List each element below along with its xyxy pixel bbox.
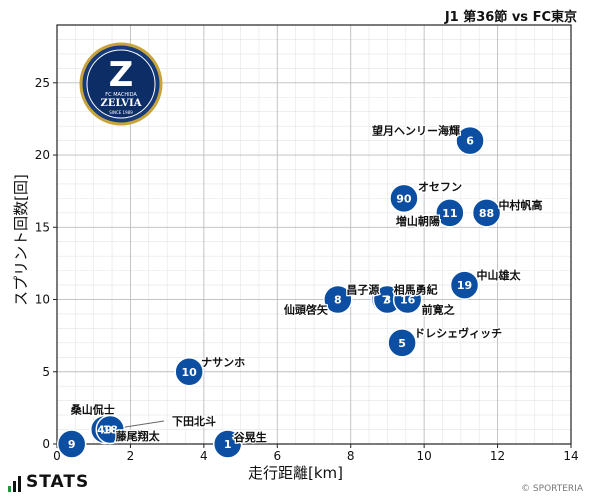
point-number-label: 88: [479, 207, 494, 220]
x-tick-label: 6: [273, 449, 281, 463]
x-tick-label: 14: [563, 449, 578, 463]
point-number-label: 7: [382, 294, 390, 307]
point-marker: [56, 429, 87, 459]
point-marker: [174, 357, 204, 387]
point-number-label: 19: [457, 279, 472, 292]
point-number-label: 3: [384, 294, 392, 307]
y-tick-label: 25: [35, 76, 50, 90]
emblem-text-top: FC MACHIDA: [105, 92, 137, 98]
emblem-text-main: ZELVIA: [101, 98, 142, 109]
point-name-label: 増山朝陽: [396, 214, 440, 228]
y-tick-label: 10: [35, 293, 50, 307]
point-name-label: 桑山侃士: [70, 403, 115, 417]
point-name-label: 前寛之: [422, 303, 455, 317]
y-tick-label: 5: [42, 365, 50, 379]
point-number-label: 9: [68, 438, 76, 451]
copyright: © SPORTERIA: [521, 484, 583, 494]
point-name-label: 仙頭啓矢: [284, 303, 329, 317]
point-name-label: 下田北斗: [172, 414, 216, 428]
point-number-label: 18: [103, 424, 118, 437]
point-name-label: 望月ヘンリー海輝: [372, 124, 460, 138]
club-emblem-ring: [86, 49, 156, 119]
point-name-label: 中村帆高: [499, 198, 543, 212]
stats-logo: STATS: [8, 472, 90, 492]
point-name-label: ドレシェヴィッチ: [414, 326, 502, 340]
point-name-label: 相馬勇紀: [394, 283, 438, 297]
emblem-text-bottom: SINCE 1989: [109, 110, 133, 115]
y-tick-label: 15: [35, 220, 50, 234]
emblem-monogram: Z: [109, 55, 134, 95]
x-tick-label: 8: [347, 449, 355, 463]
point-marker: [392, 284, 423, 315]
point-marker: [471, 198, 502, 228]
point-marker: [455, 125, 485, 156]
point-number-label: 10: [182, 366, 198, 379]
point-marker: [389, 183, 419, 214]
point-marker: [435, 198, 465, 228]
x-tick-label: 12: [490, 449, 505, 463]
point-number-label: 8: [334, 294, 342, 307]
plot-frame: [56, 24, 572, 445]
x-tick-label: 0: [53, 449, 61, 463]
point-number-label: 11: [442, 207, 457, 220]
x-axis-label: 走行距離[km]: [247, 464, 343, 482]
chart-title: J1 第36節 vs FC東京: [444, 10, 577, 25]
x-tick-label: 2: [127, 449, 135, 463]
x-tick-label: 10: [417, 449, 432, 463]
point-number-label: 90: [396, 192, 412, 205]
point-marker: [323, 284, 353, 315]
brand-name: STATS: [26, 472, 90, 492]
x-tick-label: 4: [200, 449, 208, 463]
point-name-label: 藤尾翔太: [116, 429, 161, 443]
point-number-label: 5: [398, 337, 406, 350]
y-axis-label: スプリント回数[回]: [12, 174, 30, 306]
leader-line: [122, 420, 165, 429]
point-number-label: 16: [400, 294, 416, 307]
point-number-label: 6: [466, 135, 474, 148]
point-marker: [387, 328, 417, 358]
point-name-label: ナサンホ: [201, 356, 245, 369]
point-name-label: 中山雄太: [477, 268, 522, 282]
bar-chart-icon: [8, 476, 21, 492]
y-tick-label: 20: [35, 148, 50, 162]
point-name-label: 昌子源: [346, 283, 379, 297]
point-marker: [212, 429, 243, 459]
point-number-label: 49: [97, 424, 112, 437]
point-number-label: 1: [224, 438, 232, 451]
y-tick-label: 0: [42, 437, 50, 451]
point-name-label: オセフン: [418, 180, 462, 193]
point-name-label: 谷晃生: [234, 430, 267, 444]
point-marker: [449, 270, 480, 300]
point-marker: [95, 414, 125, 445]
